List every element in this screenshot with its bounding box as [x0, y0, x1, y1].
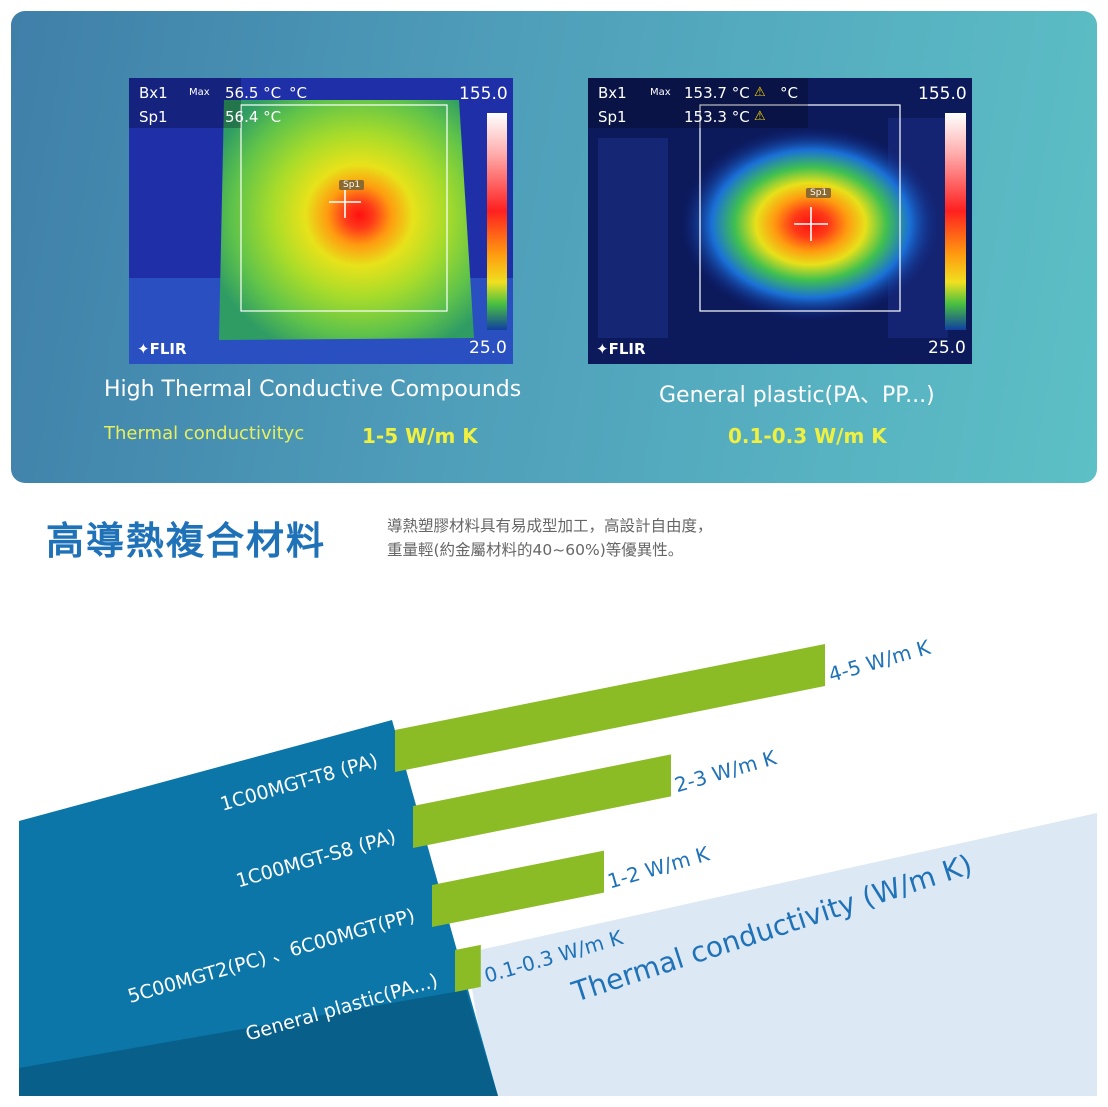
spot-label: Sp1: [139, 108, 168, 126]
left-caption-value: 1-5 W/m K: [362, 424, 478, 448]
value-label-1: 2-3 W/m K: [672, 745, 780, 797]
max-label: Max: [650, 87, 671, 98]
max-value: 56.5 °C: [225, 84, 282, 102]
thermal-comparison-panel: Bx1 Max 56.5 °C °C Sp1 56.4 °C 155.0 25.…: [11, 11, 1097, 483]
box-label: Bx1: [598, 84, 627, 102]
axis-background: [466, 813, 1097, 1096]
bars: [395, 644, 825, 992]
right-caption-value: 0.1-0.3 W/m K: [728, 424, 887, 448]
value-label-0: 4-5 W/m K: [826, 635, 934, 687]
bar-3: [455, 944, 481, 992]
unit-label: °C: [780, 84, 798, 102]
unit-label: °C: [289, 84, 307, 102]
spot-value: 56.4 °C: [225, 108, 282, 126]
warning-icon: ⚠: [754, 85, 766, 100]
bar-1: [413, 754, 671, 848]
description: 導熱塑膠材料具有易成型加工，高設計自由度， 重量輕(約金屬材料的40~60%)等…: [387, 514, 713, 562]
flir-logo: ✦FLIR: [596, 340, 646, 358]
flir-icon: ✦: [596, 340, 609, 358]
thermal-image-high-conductive: Bx1 Max 56.5 °C °C Sp1 56.4 °C 155.0 25.…: [129, 78, 513, 364]
flir-logo: ✦FLIR: [137, 340, 187, 358]
value-label-2: 1-2 W/m K: [605, 841, 713, 893]
thermal-conductivity-chart: 1C00MGT-T8 (PA)1C00MGT-S8 (PA)5C00MGT2(P…: [19, 635, 1097, 1096]
scale-min: 25.0: [928, 338, 966, 358]
scale-min: 25.0: [469, 338, 507, 358]
left-caption-title: High Thermal Conductive Compounds: [104, 377, 522, 402]
crosshair-icon: [794, 207, 828, 241]
spot-value: 153.3 °C: [684, 108, 750, 126]
left-caption-label: Thermal conductivityc: [104, 423, 305, 444]
thermal-image-general-plastic: Bx1 Max 153.7 °C ⚠ °C Sp1 153.3 °C ⚠ 155…: [588, 78, 972, 364]
bar-0: [395, 644, 825, 772]
spot-marker: Sp1: [339, 180, 365, 190]
description-line-2: 重量輕(約金屬材料的40~60%)等優異性。: [387, 541, 684, 559]
spot-label: Sp1: [598, 108, 627, 126]
page-title: 高導熱複合材料: [46, 519, 327, 563]
flir-icon: ✦: [137, 340, 150, 358]
spot-marker: Sp1: [806, 188, 832, 198]
max-label: Max: [189, 87, 210, 98]
crosshair-icon: [329, 186, 361, 218]
scale-max: 155.0: [918, 84, 967, 104]
warning-icon: ⚠: [754, 109, 766, 124]
description-line-1: 導熱塑膠材料具有易成型加工，高設計自由度，: [387, 517, 713, 535]
label-panel-shadow: [19, 990, 498, 1096]
max-value: 153.7 °C: [684, 84, 750, 102]
bar-2: [432, 850, 604, 927]
box-label: Bx1: [139, 84, 168, 102]
right-caption-title: General plastic(PA、PP...): [659, 383, 935, 408]
label-panel: [19, 720, 498, 1096]
scale-max: 155.0: [459, 84, 508, 104]
